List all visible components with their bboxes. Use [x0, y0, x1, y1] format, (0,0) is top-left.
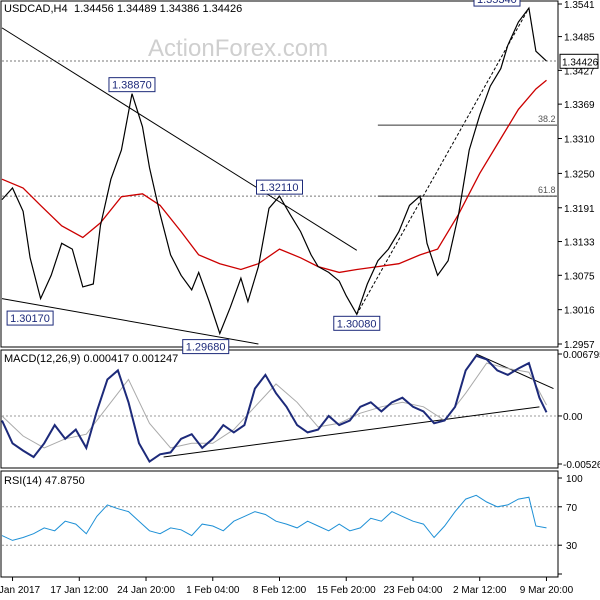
x-tick-label: 10 Jan 2017: [0, 585, 40, 596]
macd-y-tick-label: -0.005268: [563, 460, 600, 471]
price-y-tick-label: 1.3369: [564, 100, 595, 111]
rsi-line: [1, 494, 547, 541]
watermark: ActionForex.com: [148, 35, 328, 62]
price-y-tick-label: 1.3133: [564, 238, 595, 249]
swing-level-box: [256, 179, 303, 195]
price-annotations: 1.38870 1.30170 1.29680 1.32110 1.30080 1.353…: [6, 0, 521, 355]
swing-level-label: 1.30170: [10, 313, 50, 325]
x-tick-label: 2 Mar 12:00: [453, 585, 507, 596]
x-tick-label: 23 Feb 04:00: [384, 585, 443, 596]
swing-level-label: 1.35340: [477, 0, 517, 6]
swing-level-box: [182, 339, 230, 355]
price-y-tick-label: 1.2957: [564, 340, 595, 351]
macd-title: MACD(12,26,9) 0.000417 0.001247: [4, 353, 178, 365]
rsi-y-tick-label: 70: [566, 503, 578, 514]
x-tick-label: 24 Jan 20:00: [117, 585, 175, 596]
macd-trendline: [163, 406, 540, 458]
price-y-tick-label: 1.3310: [564, 134, 595, 145]
price-line: [1, 6, 547, 336]
swing-level-label: 1.30080: [337, 318, 377, 330]
price-y-tick-label: 1.3191: [564, 204, 595, 215]
fib-level-label: 61.8: [538, 185, 556, 195]
price-y-axis: 1.3541 1.3485 1.3427 1.3369 1.3310 1.3250 1.31…: [558, 0, 599, 351]
x-tick-label: 17 Jan 12:00: [50, 585, 108, 596]
swing-level-box: [6, 310, 54, 326]
current-price-label: 1.34426: [562, 57, 599, 68]
rsi-panel: [0, 470, 559, 578]
fib-level-label: 38.2: [538, 114, 556, 124]
swing-level-label: 1.38870: [112, 80, 152, 92]
price-y-tick-label: 1.3427: [564, 66, 595, 77]
x-tick-label: 8 Feb 12:00: [253, 585, 307, 596]
current-price-box: [559, 53, 599, 69]
price-y-tick-label: 1.3250: [564, 169, 595, 180]
macd-panel: [0, 349, 559, 469]
ohlc-readout: 1.34456 1.34489 1.34386 1.34426: [74, 3, 242, 15]
moving-average-line: [1, 79, 547, 274]
symbol-timeframe: USDCAD,H4: [4, 3, 68, 15]
swing-level-label: 1.32110: [260, 182, 299, 194]
trendline: [1, 27, 358, 251]
x-axis: 10 Jan 2017 17 Jan 12:00 24 Jan 20:00 1 Feb…: [0, 577, 574, 596]
price-y-tick-label: 1.3075: [564, 271, 595, 282]
macd-line: [1, 354, 548, 464]
swing-level-label: 1.29680: [186, 342, 226, 354]
swing-level-box: [473, 0, 521, 7]
macd-y-tick-label: 0.00: [563, 412, 583, 423]
swing-level-box: [108, 77, 156, 93]
price-y-tick-label: 1.3541: [564, 0, 595, 11]
rsi-y-tick-label: 30: [566, 541, 578, 552]
price-plot: 38.2 61.8: [1, 6, 557, 345]
swing-level-box: [333, 315, 381, 331]
x-tick-label: 9 Mar 20:00: [520, 585, 574, 596]
trendline: [356, 7, 530, 315]
price-y-tick-label: 1.3485: [564, 33, 595, 44]
trendline: [1, 298, 259, 345]
price-y-tick-label: 1.3016: [564, 306, 595, 317]
rsi-title: RSI(14) 47.8750: [4, 475, 85, 487]
rsi-y-tick-label: 100: [566, 474, 583, 485]
x-tick-label: 15 Feb 20:00: [317, 585, 376, 596]
macd-y-tick-label: 0.006795: [563, 350, 600, 361]
macd-plot: 0.006795 0.00 -0.005268: [1, 350, 600, 471]
x-tick-label: 1 Feb 04:00: [186, 585, 240, 596]
rsi-plot: 100 70 30: [1, 474, 583, 575]
